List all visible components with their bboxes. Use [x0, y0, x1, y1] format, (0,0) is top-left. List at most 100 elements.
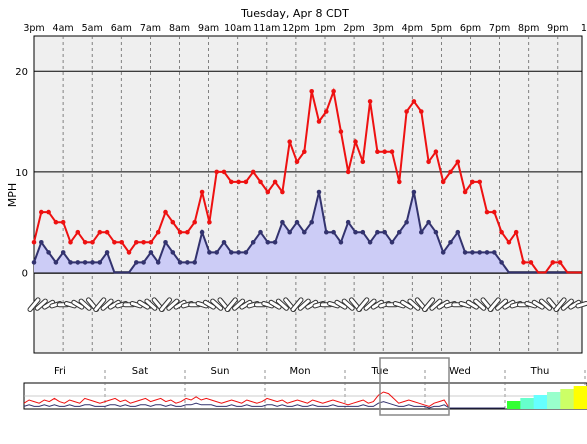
- direction-arrow-inner: [466, 300, 478, 309]
- direction-arrow-inner: [430, 299, 442, 310]
- gust-point: [75, 229, 81, 235]
- direction-arrow-inner: [72, 300, 84, 309]
- gust-point: [499, 229, 504, 235]
- direction-arrow-inner: [233, 299, 245, 310]
- wind-point: [353, 229, 358, 235]
- wind-point: [75, 260, 81, 265]
- gust-point: [112, 240, 117, 245]
- gust-point: [397, 179, 402, 185]
- gust-point: [236, 179, 241, 185]
- gust-point: [550, 260, 556, 265]
- direction-arrow-inner: [240, 300, 252, 309]
- direction-arrow-inner: [423, 298, 435, 311]
- wind-point: [207, 250, 212, 255]
- direction-arrow-inner: [167, 299, 179, 310]
- overview-selection-window[interactable]: [379, 357, 450, 416]
- y-axis-label: MPH: [6, 183, 19, 207]
- gust-point: [258, 179, 263, 185]
- direction-arrow-inner: [130, 302, 142, 308]
- wind-point: [499, 260, 504, 265]
- wind-point: [60, 250, 66, 255]
- wind-point: [484, 250, 490, 255]
- gust-point: [324, 109, 329, 114]
- wind-point: [214, 250, 219, 255]
- gust-point: [60, 219, 66, 225]
- wind-point: [345, 219, 351, 225]
- wind-point: [155, 260, 161, 265]
- overview-day-label: Fri: [54, 366, 66, 377]
- direction-arrow-inner: [225, 298, 237, 311]
- direction-arrow-inner: [561, 299, 573, 310]
- gust-point: [294, 159, 300, 165]
- overview-day-grid: [24, 370, 587, 409]
- gust-point: [272, 179, 278, 185]
- forecast-band: [560, 389, 575, 409]
- gust-point: [185, 229, 190, 235]
- direction-arrow-inner: [554, 298, 566, 311]
- wind-point: [31, 260, 37, 265]
- wind-point: [419, 229, 424, 235]
- gust-point: [448, 169, 453, 175]
- gust-point: [433, 149, 439, 154]
- x-tick-label: 6pm: [460, 23, 481, 34]
- gust-point: [309, 89, 315, 94]
- forecast-band: [507, 401, 521, 409]
- x-tick-label: 12pm: [282, 23, 309, 34]
- y-tick-label: 0: [22, 268, 28, 279]
- wind-point: [404, 219, 409, 225]
- x-tick-label: 11am: [253, 23, 280, 34]
- wind-point: [229, 250, 234, 255]
- gust-point: [360, 159, 366, 165]
- gust-point: [68, 240, 73, 245]
- overview-day-label: Thu: [530, 366, 550, 377]
- gust-point: [484, 209, 490, 215]
- direction-arrow-inner: [342, 299, 354, 310]
- gust-point: [170, 219, 176, 225]
- x-tick-label: 7pm: [489, 23, 510, 34]
- gust-point: [199, 189, 205, 195]
- wind-point: [163, 240, 168, 245]
- overview-series: [23, 391, 505, 409]
- gust-point: [134, 240, 139, 245]
- gust-point: [419, 109, 424, 114]
- direction-arrow-inner: [94, 298, 106, 311]
- direction-arrow-inner: [328, 302, 340, 308]
- wind-point: [199, 229, 205, 235]
- gust-point: [404, 109, 409, 114]
- x-tick-labels: 3pm 4am 5am 6am 7am 8am 9am 10am 11am 12pm 1pm 2pm 3…: [23, 23, 587, 34]
- x-tick-label: 10am: [224, 23, 251, 34]
- wind-point: [440, 250, 446, 255]
- x-tick-label: 6am: [111, 23, 132, 34]
- gust-point: [119, 240, 124, 245]
- direction-arrow-inner: [371, 300, 383, 309]
- wind-point: [382, 229, 388, 235]
- direction-arrow-inner: [174, 300, 186, 309]
- x-tick-label: 7am: [140, 23, 161, 34]
- direction-arrow-inner: [525, 302, 537, 308]
- direction-arrow-inner: [101, 299, 113, 310]
- direction-arrow-inner: [576, 302, 587, 308]
- gust-point: [375, 149, 380, 154]
- gust-point: [521, 260, 526, 265]
- gust-line: [33, 87, 582, 274]
- wind-point: [221, 240, 227, 245]
- direction-arrow-inner: [540, 299, 551, 310]
- overview-forecast-bands: [507, 386, 587, 409]
- direction-arrow-inner: [306, 300, 318, 309]
- x-tick-label: 8pm: [518, 23, 539, 34]
- wind-point: [250, 240, 256, 245]
- gust-point: [250, 169, 256, 175]
- wind-point: [448, 240, 453, 245]
- wind-point: [477, 250, 483, 255]
- x-tick-label: 3pm: [373, 23, 394, 34]
- direction-arrow-inner: [488, 298, 500, 311]
- direction-arrow-inner: [211, 299, 223, 310]
- wind-line: [33, 191, 582, 274]
- gust-point: [53, 219, 59, 225]
- wind-point: [433, 229, 439, 235]
- direction-arrow-inner: [503, 300, 515, 309]
- x-tick-label: 9pm: [547, 23, 568, 34]
- wind-point: [470, 250, 475, 255]
- gust-point: [265, 189, 271, 195]
